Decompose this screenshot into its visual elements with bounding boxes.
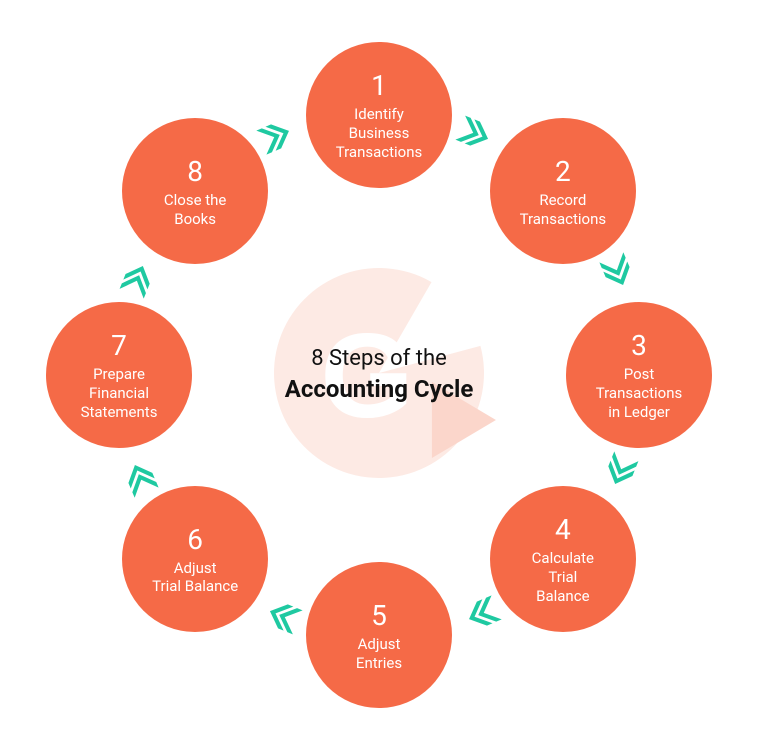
- step-label: Calculate Trial Balance: [532, 549, 594, 605]
- step-label: Close the Books: [164, 191, 227, 229]
- cycle-arrow-icon: [598, 450, 642, 494]
- step-node-1: 1Identify Business Transactions: [306, 42, 452, 188]
- cycle-arrow-icon: [259, 594, 303, 638]
- step-node-6: 6Adjust Trial Balance: [122, 486, 268, 632]
- step-label: Adjust Entries: [356, 635, 402, 673]
- step-number: 4: [555, 512, 571, 547]
- step-number: 8: [187, 154, 203, 189]
- cycle-arrow-icon: [596, 251, 641, 296]
- step-label: Prepare Financial Statements: [81, 365, 158, 421]
- step-number: 7: [111, 328, 127, 363]
- title-line2: Accounting Cycle: [285, 374, 474, 405]
- cycle-arrow-icon: [454, 112, 498, 156]
- cycle-diagram: G 2 8 Steps of the Accounting Cycle 1Ide…: [0, 0, 758, 750]
- cycle-arrow-icon: [117, 454, 162, 499]
- step-label: Post Transactions in Ledger: [596, 365, 683, 421]
- step-label: Identify Business Transactions: [336, 105, 423, 161]
- cycle-arrow-icon: [255, 113, 300, 158]
- step-number: 1: [371, 68, 387, 103]
- step-node-8: 8Close the Books: [122, 118, 268, 264]
- step-node-3: 3Post Transactions in Ledger: [566, 302, 712, 448]
- step-label: Adjust Trial Balance: [152, 559, 238, 597]
- step-node-5: 5Adjust Entries: [306, 562, 452, 708]
- diagram-title: 8 Steps of the Accounting Cycle: [285, 345, 474, 405]
- step-node-7: 7Prepare Financial Statements: [46, 302, 192, 448]
- cycle-arrow-icon: [116, 255, 160, 299]
- step-node-4: 4Calculate Trial Balance: [490, 486, 636, 632]
- step-number: 2: [555, 154, 571, 189]
- step-number: 5: [371, 598, 387, 633]
- step-number: 3: [631, 328, 647, 363]
- title-line1: 8 Steps of the: [285, 345, 474, 374]
- cycle-arrow-icon: [458, 592, 503, 637]
- step-node-2: 2Record Transactions: [490, 118, 636, 264]
- step-number: 6: [187, 522, 203, 557]
- step-label: Record Transactions: [520, 191, 607, 229]
